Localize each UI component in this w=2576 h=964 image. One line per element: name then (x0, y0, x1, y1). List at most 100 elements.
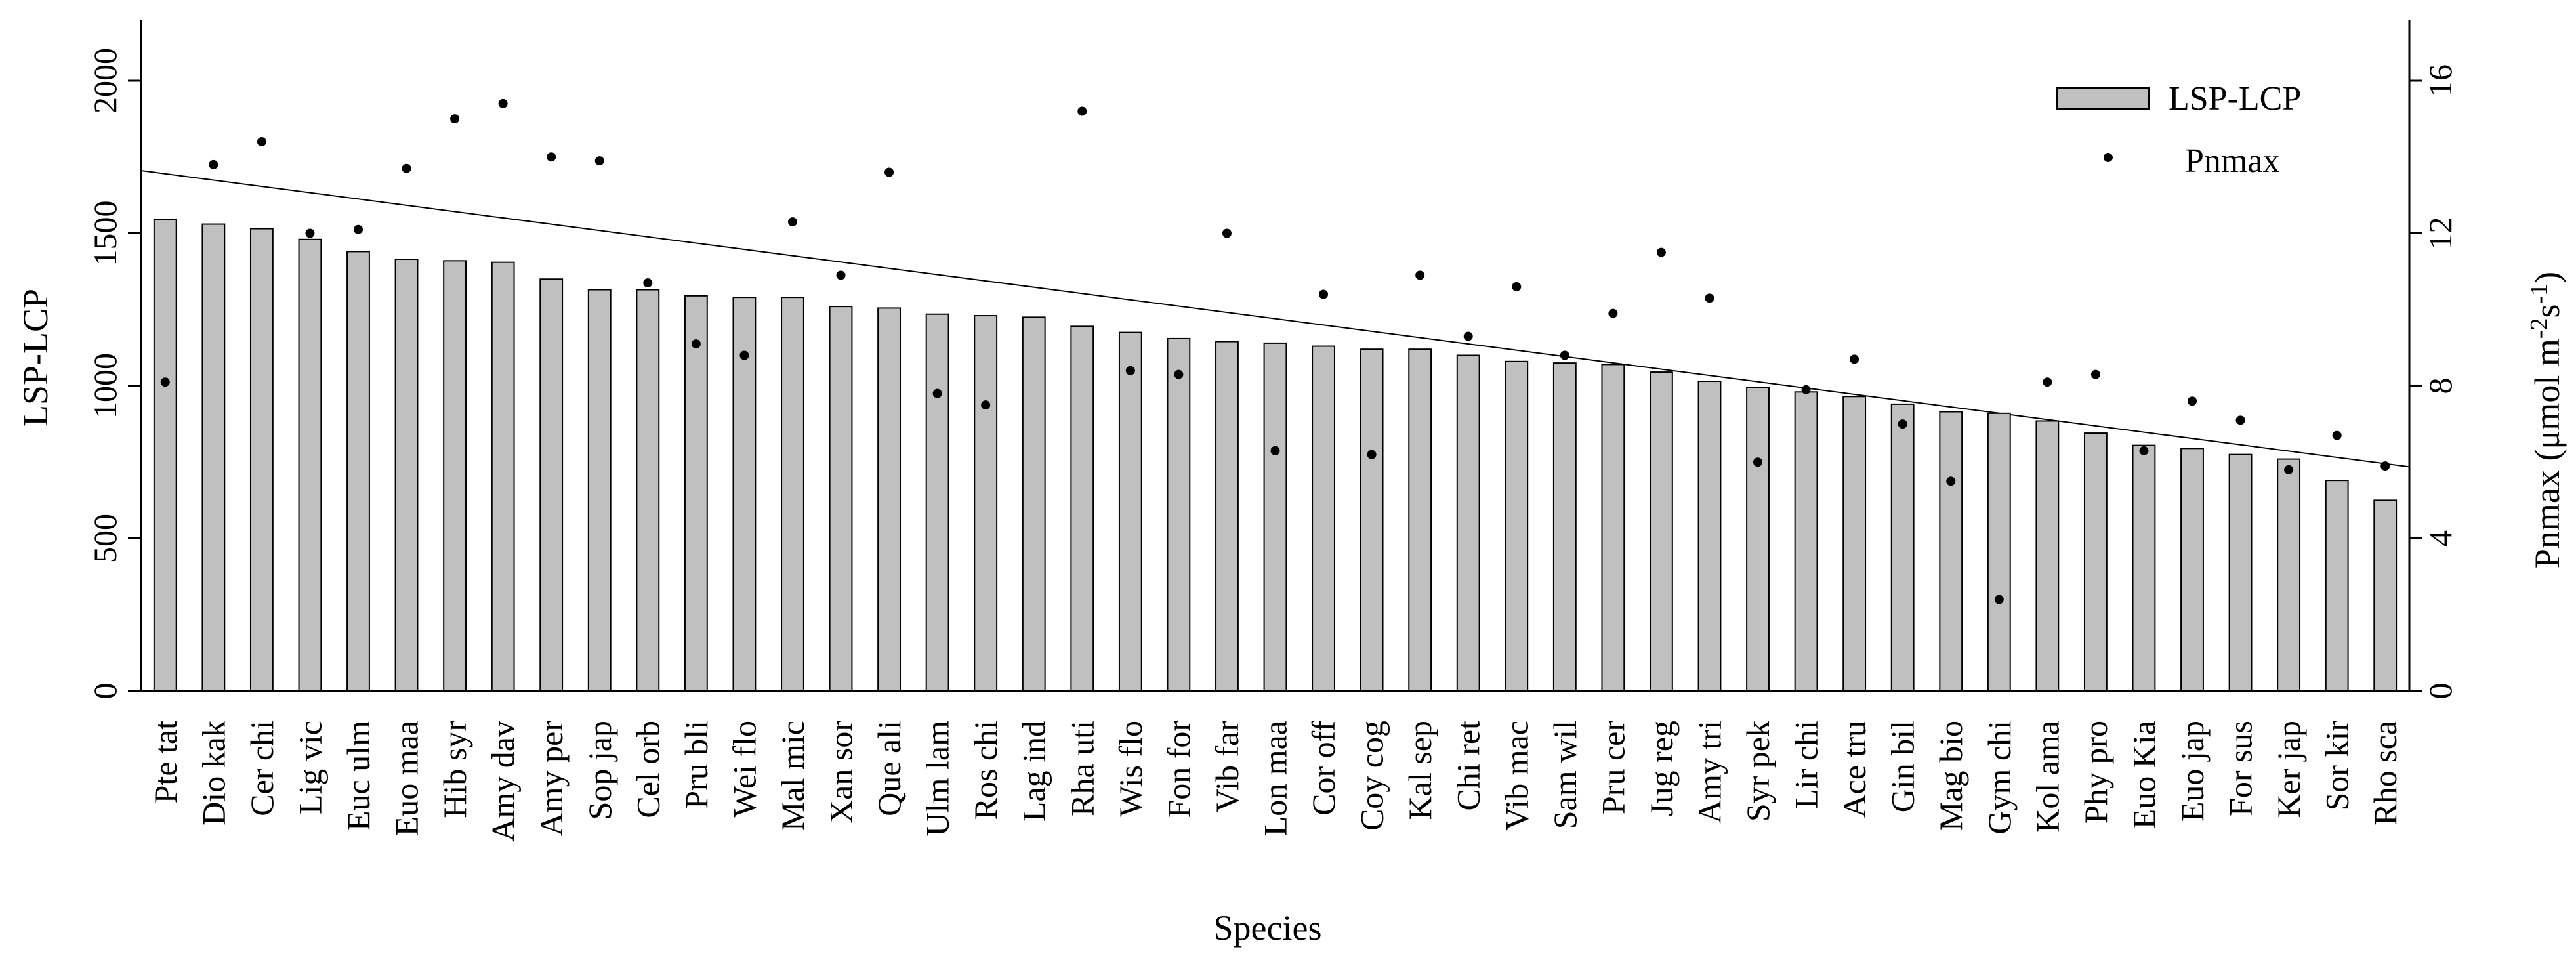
data-point (450, 114, 460, 124)
data-point (1125, 366, 1135, 375)
left-tick-label: 1500 (87, 201, 123, 266)
bars-layer (153, 219, 2398, 692)
data-point (1560, 350, 1569, 360)
x-tick-label: Euo Kia (2125, 721, 2162, 829)
bar (877, 307, 901, 692)
x-tick-label: Vib mac (1498, 721, 1535, 831)
x-tick-label: Wis flo (1112, 721, 1149, 817)
x-tick-label: Phy pro (2077, 721, 2114, 824)
x-tick-label: Que ali (871, 721, 907, 816)
legend-point-swatch (2104, 153, 2113, 162)
right-axis-title-mid: s (2527, 304, 2567, 318)
bar (925, 313, 949, 692)
left-axis: 0 500 1000 1500 2000 (87, 48, 141, 700)
data-point (1415, 270, 1425, 280)
bar (1312, 345, 1335, 692)
x-tick-label: Vib far (1209, 721, 1245, 812)
data-point (2139, 446, 2149, 455)
bar (974, 315, 998, 692)
x-tick-label: Sor kir (2319, 721, 2356, 811)
bar (1070, 325, 1094, 692)
bar (1601, 364, 1625, 692)
bar (587, 289, 612, 692)
x-tick-label: Lig vic (291, 721, 328, 814)
data-point (257, 137, 266, 146)
bar (2325, 480, 2349, 692)
x-tick-label: Pru cer (1594, 721, 1631, 814)
data-point (1801, 385, 1811, 394)
x-tick-label: Rho sca (2367, 721, 2403, 826)
x-tick-label: Coy cog (1354, 721, 1390, 831)
right-tick-label: 8 (2422, 378, 2459, 394)
x-tick-label: Euo maa (388, 721, 425, 836)
x-tick-label: Gin bil (1884, 721, 1921, 812)
bar (732, 297, 757, 692)
x-tick-label: Amy dav (485, 721, 522, 842)
data-point (2090, 369, 2100, 379)
x-tick-label: Rha uti (1064, 721, 1100, 816)
bar (2180, 448, 2204, 692)
bar (1650, 371, 1673, 692)
data-point (1077, 106, 1087, 116)
bar (2228, 453, 2253, 692)
bar (1890, 403, 1915, 692)
right-axis-title-main: Pnmax (μmol m (2527, 339, 2567, 568)
x-tick-label: Gym chi (1981, 721, 2018, 835)
x-tick-label: Cer chi (243, 721, 280, 816)
bar (443, 260, 467, 692)
bar (636, 289, 660, 692)
data-point (498, 98, 508, 108)
data-point (981, 400, 991, 410)
data-point (1705, 293, 1714, 303)
left-tick-label: 1000 (87, 353, 123, 419)
x-tick-label: Ulm lam (919, 721, 956, 836)
data-point (1512, 282, 1522, 291)
data-point (691, 339, 701, 349)
x-tick-label: Xan sor (823, 721, 860, 824)
data-point (2284, 465, 2294, 474)
x-tick-label: Pte tat (147, 721, 184, 803)
right-axis: 0 4 8 12 16 (2409, 64, 2459, 700)
bar (201, 223, 226, 692)
x-tick-label: Chi ret (1450, 721, 1487, 811)
bar (394, 259, 419, 692)
data-point (836, 270, 846, 280)
right-tick-label: 12 (2422, 217, 2459, 250)
x-tick-label: Sam wil (1547, 721, 1583, 829)
right-axis-title-sup2: -1 (2525, 283, 2553, 304)
x-tick-label: Ace tru (1836, 721, 1873, 818)
x-tick-label: Ker jap (2270, 721, 2307, 818)
data-point (884, 167, 894, 177)
data-point (1319, 289, 1329, 299)
bar (1505, 360, 1529, 692)
left-tick-label: 0 (87, 683, 123, 700)
trend-line (140, 170, 2410, 468)
bar (1697, 381, 1722, 692)
data-point (1222, 228, 1232, 238)
legend-point-label: Pnmax (2185, 142, 2279, 180)
bar (1118, 331, 1142, 692)
x-tick-label: Euo jap (2174, 721, 2211, 822)
data-point (1850, 354, 1859, 364)
left-tick-label: 2000 (87, 48, 123, 114)
x-tick-label: For sus (2222, 721, 2259, 816)
bar (2035, 420, 2060, 692)
bar (2083, 432, 2108, 692)
x-tick-label: Dio kak (195, 721, 232, 826)
bar (1842, 396, 1867, 692)
bar (346, 251, 370, 692)
bar (2373, 499, 2398, 692)
bar (1215, 341, 1239, 692)
x-axis-title: Species (1214, 908, 1322, 948)
x-tick-label: Amy per (533, 721, 570, 837)
data-point (1174, 369, 1184, 379)
x-tick-label: Mal mic (774, 721, 811, 831)
data-point (739, 350, 749, 360)
data-point (1898, 419, 1907, 429)
data-point (402, 163, 411, 173)
data-point (1270, 446, 1280, 455)
bar (781, 297, 804, 692)
x-tick-label: Hib syr (436, 721, 473, 818)
bar (249, 228, 274, 692)
data-point (2380, 461, 2390, 471)
